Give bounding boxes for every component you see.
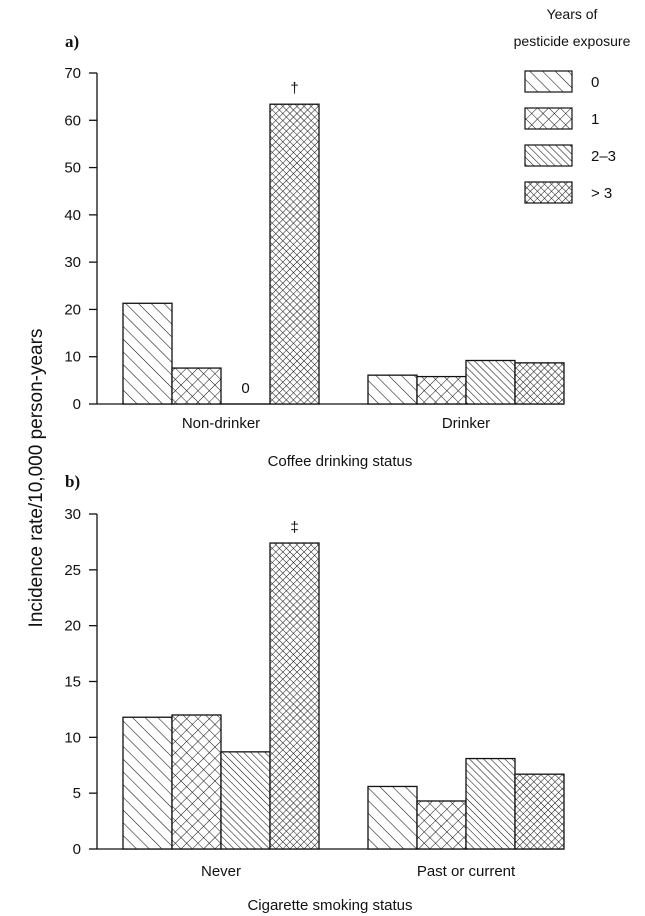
panel-a-coffee: a) 0 10 20 30 40 50 60 70 Non-drinker Drinker 0 † Cof… (64, 32, 565, 470)
y-tick-label-50: 50 (64, 160, 81, 177)
bar-never-3 (269, 542, 320, 850)
y-tick-label-10: 10 (64, 729, 81, 746)
legend: Years of pesticide exposure 0 1 2–3 > 3 (514, 6, 631, 204)
bar-non-drinker-0 (122, 302, 173, 405)
bar-non-drinker-1 (171, 367, 222, 405)
panel-label: b) (65, 472, 80, 491)
y-tick-label-15: 15 (64, 674, 81, 691)
bar-drinker-0 (367, 374, 418, 405)
panel-b-smoking: b) 0 5 10 15 20 25 30 Never Past or current ‡ Cigar… (64, 472, 565, 914)
y-tick-label-30: 30 (64, 254, 81, 271)
x-axis-title: Cigarette smoking status (247, 897, 412, 914)
legend-label-3: > 3 (591, 185, 612, 202)
legend-swatch-3 (524, 181, 573, 204)
legend-title-line-1: Years of (547, 6, 598, 22)
bar-never-2-3 (220, 751, 271, 850)
bar-drinker-1 (416, 375, 467, 405)
annotation-non-drinker-3: † (290, 80, 298, 97)
legend-label-0: 0 (591, 74, 599, 91)
y-tick-label-30: 30 (64, 506, 81, 523)
y-tick-label-20: 20 (64, 618, 81, 635)
y-tick-label-40: 40 (64, 207, 81, 224)
legend-title-line-2: pesticide exposure (514, 33, 631, 49)
y-tick-label-70: 70 (64, 65, 81, 82)
x-category-label-past-or-current: Past or current (417, 863, 516, 880)
y-tick-label-25: 25 (64, 562, 81, 579)
bar-non-drinker-3 (269, 103, 320, 405)
y-tick-label-5: 5 (73, 785, 81, 802)
legend-swatch-2-3 (524, 144, 573, 167)
x-category-label-non-drinker: Non-drinker (182, 415, 260, 432)
x-category-label-never: Never (201, 863, 241, 880)
bar-past-or-current-3 (514, 773, 565, 850)
y-tick-label-60: 60 (64, 112, 81, 129)
legend-label-1: 1 (591, 111, 599, 128)
x-axis-title: Coffee drinking status (268, 453, 413, 470)
panel-label: a) (65, 32, 79, 51)
bar-past-or-current-1 (416, 800, 467, 850)
annotation-non-drinker-2-3: 0 (241, 380, 249, 397)
annotation-never-3: ‡ (290, 519, 298, 536)
y-tick-label-10: 10 (64, 349, 81, 366)
bar-drinker-3 (514, 362, 565, 405)
legend-swatch-0 (524, 70, 573, 93)
legend-label-2-3: 2–3 (591, 148, 616, 165)
bar-never-1 (171, 714, 222, 850)
bar-past-or-current-0 (367, 785, 418, 850)
y-tick-label-0: 0 (73, 396, 81, 413)
y-tick-label-0: 0 (73, 841, 81, 858)
bar-past-or-current-2-3 (465, 757, 516, 850)
x-category-label-drinker: Drinker (442, 415, 490, 432)
bar-never-0 (122, 716, 173, 850)
legend-swatch-1 (524, 107, 573, 130)
y-tick-label-20: 20 (64, 301, 81, 318)
bar-drinker-2-3 (465, 359, 516, 405)
y-axis-label: Incidence rate/10,000 person-years (26, 329, 47, 628)
